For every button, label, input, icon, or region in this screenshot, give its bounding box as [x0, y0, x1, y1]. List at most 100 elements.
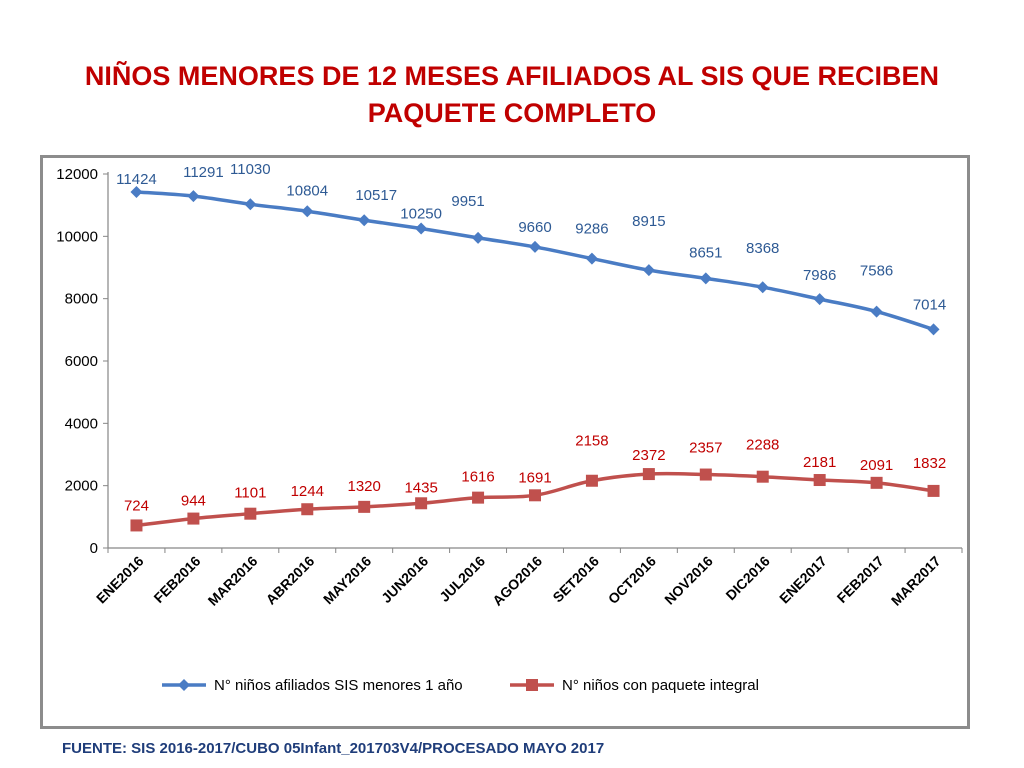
data-point	[529, 240, 541, 253]
data-point	[529, 489, 541, 502]
data-label: 9286	[575, 221, 608, 238]
x-tick-label: ENE2017	[776, 553, 830, 607]
data-point	[699, 272, 712, 285]
x-tick-label: MAR2016	[205, 553, 261, 609]
data-point	[585, 252, 598, 265]
data-label: 944	[181, 493, 206, 510]
y-axis-tick-labels: 0 2000 4000 6000 8000 10000 12000	[56, 166, 98, 557]
x-tick-label: ENE2016	[93, 553, 147, 607]
series-line	[136, 190, 935, 332]
legend-item-1: N° niños afiliados SIS menores 1 año	[162, 677, 463, 694]
data-point	[642, 264, 655, 277]
data-label: 1832	[913, 455, 946, 472]
data-point	[472, 231, 485, 244]
data-label: 8368	[746, 240, 779, 257]
data-point	[642, 468, 655, 481]
x-tick-label: ABR2016	[263, 553, 318, 608]
data-label: 1101	[234, 485, 266, 502]
y-tick-label: 8000	[65, 291, 98, 308]
data-point	[870, 476, 883, 489]
data-point	[813, 474, 826, 487]
data-label: 2181	[803, 454, 836, 471]
data-point	[301, 205, 314, 218]
x-tick-label: NOV2016	[661, 553, 716, 608]
data-label: 10804	[286, 182, 328, 199]
y-tick-label: 2000	[65, 478, 98, 495]
data-point	[927, 323, 940, 336]
data-label: 2372	[632, 447, 665, 464]
legend-label: N° niños con paquete integral	[562, 677, 759, 694]
data-label: 11030	[230, 161, 271, 178]
x-tick-label: OCT2016	[605, 553, 659, 607]
x-tick-label: MAR2017	[888, 553, 944, 609]
data-label: 1691	[518, 469, 551, 486]
data-point	[244, 507, 257, 520]
data-label: 724	[124, 497, 149, 514]
x-tick-label: FEB2016	[150, 553, 203, 606]
data-label: 7986	[803, 267, 836, 284]
y-tick-label: 10000	[56, 228, 98, 245]
y-tick-label: 6000	[65, 353, 98, 370]
data-point	[187, 190, 200, 203]
data-label: 11424	[116, 171, 157, 188]
chart-frame	[40, 155, 970, 729]
data-point	[301, 503, 314, 516]
data-point	[870, 305, 883, 318]
data-point	[756, 281, 769, 294]
x-tick-label: FEB2017	[834, 553, 887, 606]
data-label: 9951	[451, 193, 484, 210]
x-tick-label: DIC2016	[722, 553, 773, 604]
x-tick-label: JUN2016	[378, 553, 431, 606]
chart-title-line1: NIÑOS MENORES DE 12 MESES AFILIADOS AL S…	[84, 61, 940, 91]
data-label: 9660	[518, 219, 551, 236]
data-label: 7586	[860, 263, 893, 280]
data-label: 10517	[355, 187, 397, 204]
legend-label: N° niños afiliados SIS menores 1 año	[214, 677, 463, 694]
legend-item-2: N° niños con paquete integral	[510, 677, 759, 694]
legend-marker	[526, 679, 538, 691]
data-point	[699, 468, 712, 481]
data-label: 8915	[632, 213, 665, 230]
x-tick-label: AGO2016	[489, 553, 545, 609]
source-note: FUENTE: SIS 2016-2017/CUBO 05Infant_2017…	[62, 740, 605, 757]
chart-title-line2: PAQUETE COMPLETO	[367, 98, 657, 128]
data-label: 10250	[400, 206, 442, 223]
data-point	[187, 512, 200, 525]
data-point	[415, 497, 428, 510]
data-point	[130, 519, 143, 532]
data-point	[358, 500, 371, 513]
data-label: 2091	[860, 457, 893, 474]
chart-title: NIÑOS MENORES DE 12 MESES AFILIADOS AL S…	[0, 58, 1024, 132]
y-tick-label: 4000	[65, 415, 98, 432]
series-2: 724 944 1101 1244 1320 1435 1616 1691 2158 2372 23…	[124, 433, 946, 532]
data-label: 2357	[689, 440, 722, 457]
data-label: 1435	[404, 479, 437, 496]
data-label: 11291	[183, 164, 224, 181]
data-point	[927, 484, 940, 497]
data-point	[358, 214, 371, 227]
x-tick-label: MAY2016	[320, 553, 375, 608]
data-label: 1244	[291, 483, 324, 500]
data-label: 1320	[348, 478, 381, 495]
data-label: 7014	[913, 296, 946, 313]
data-point	[756, 470, 769, 483]
x-tick-label: JUL2016	[436, 553, 488, 605]
x-tick-label: SET2016	[549, 553, 602, 606]
legend-marker	[178, 679, 190, 691]
x-axis-tick-labels: ENE2016 FEB2016 MAR2016 ABR2016 MAY2016 JUN20…	[93, 553, 944, 609]
data-point	[130, 185, 143, 198]
data-point	[244, 198, 257, 211]
data-point	[585, 474, 598, 487]
y-tick-label: 12000	[56, 166, 98, 183]
data-label: 1616	[461, 469, 494, 486]
chart-legend: N° niños afiliados SIS menores 1 año N° n…	[162, 677, 759, 694]
y-tick-label: 0	[90, 540, 98, 557]
data-point	[415, 222, 428, 235]
data-point	[472, 491, 485, 504]
chart-axes	[103, 172, 963, 553]
data-label: 2158	[575, 433, 608, 450]
data-label: 8651	[689, 244, 722, 261]
